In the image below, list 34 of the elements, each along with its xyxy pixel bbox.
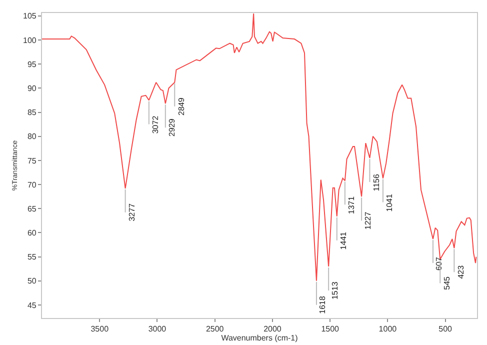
x-tick-label: 3500 (90, 324, 110, 334)
annotation: 3277 (127, 202, 136, 222)
y-tick-label: 90 (27, 84, 37, 93)
annotation: 545 (442, 276, 452, 290)
annotation: 1441 (339, 231, 348, 250)
y-tick-label: 45 (27, 300, 37, 310)
y-tick-label: 65 (27, 204, 37, 214)
y-tick-label: 105 (23, 12, 37, 21)
y-tick-label: 55 (27, 252, 37, 262)
y-tick-label: 95 (27, 60, 37, 69)
x-tick-label: 500 (438, 324, 453, 334)
y-tick-label: 85 (27, 108, 37, 118)
annotation: 3072 (151, 115, 160, 134)
y-tick-label: 60 (27, 228, 37, 238)
annotation: 1227 (363, 211, 372, 230)
x-tick-label: 2000 (264, 324, 282, 334)
y-tick-label: 80 (27, 132, 37, 142)
x-tick-label: 1500 (321, 324, 340, 334)
annotation: 1371 (346, 196, 356, 214)
annotation: 2849 (176, 97, 186, 116)
y-tick-label: 75 (27, 156, 37, 166)
x-axis-title: Wavenumbers (cm-1) (221, 334, 298, 343)
annotation: 1156 (372, 173, 382, 192)
annotation: 1041 (385, 193, 394, 212)
x-tick-label: 1000 (378, 324, 398, 334)
annotation: 423 (456, 264, 466, 279)
annotation: 1618 (318, 296, 328, 314)
y-tick-label: 70 (27, 180, 37, 190)
x-tick-label: 2500 (206, 324, 224, 334)
x-tick-label: 3000 (148, 324, 167, 334)
annotation: 2929 (167, 118, 176, 136)
y-tick-label: 100 (23, 36, 37, 45)
annotation: 1513 (330, 281, 340, 300)
y-tick-label: 50 (27, 276, 37, 286)
